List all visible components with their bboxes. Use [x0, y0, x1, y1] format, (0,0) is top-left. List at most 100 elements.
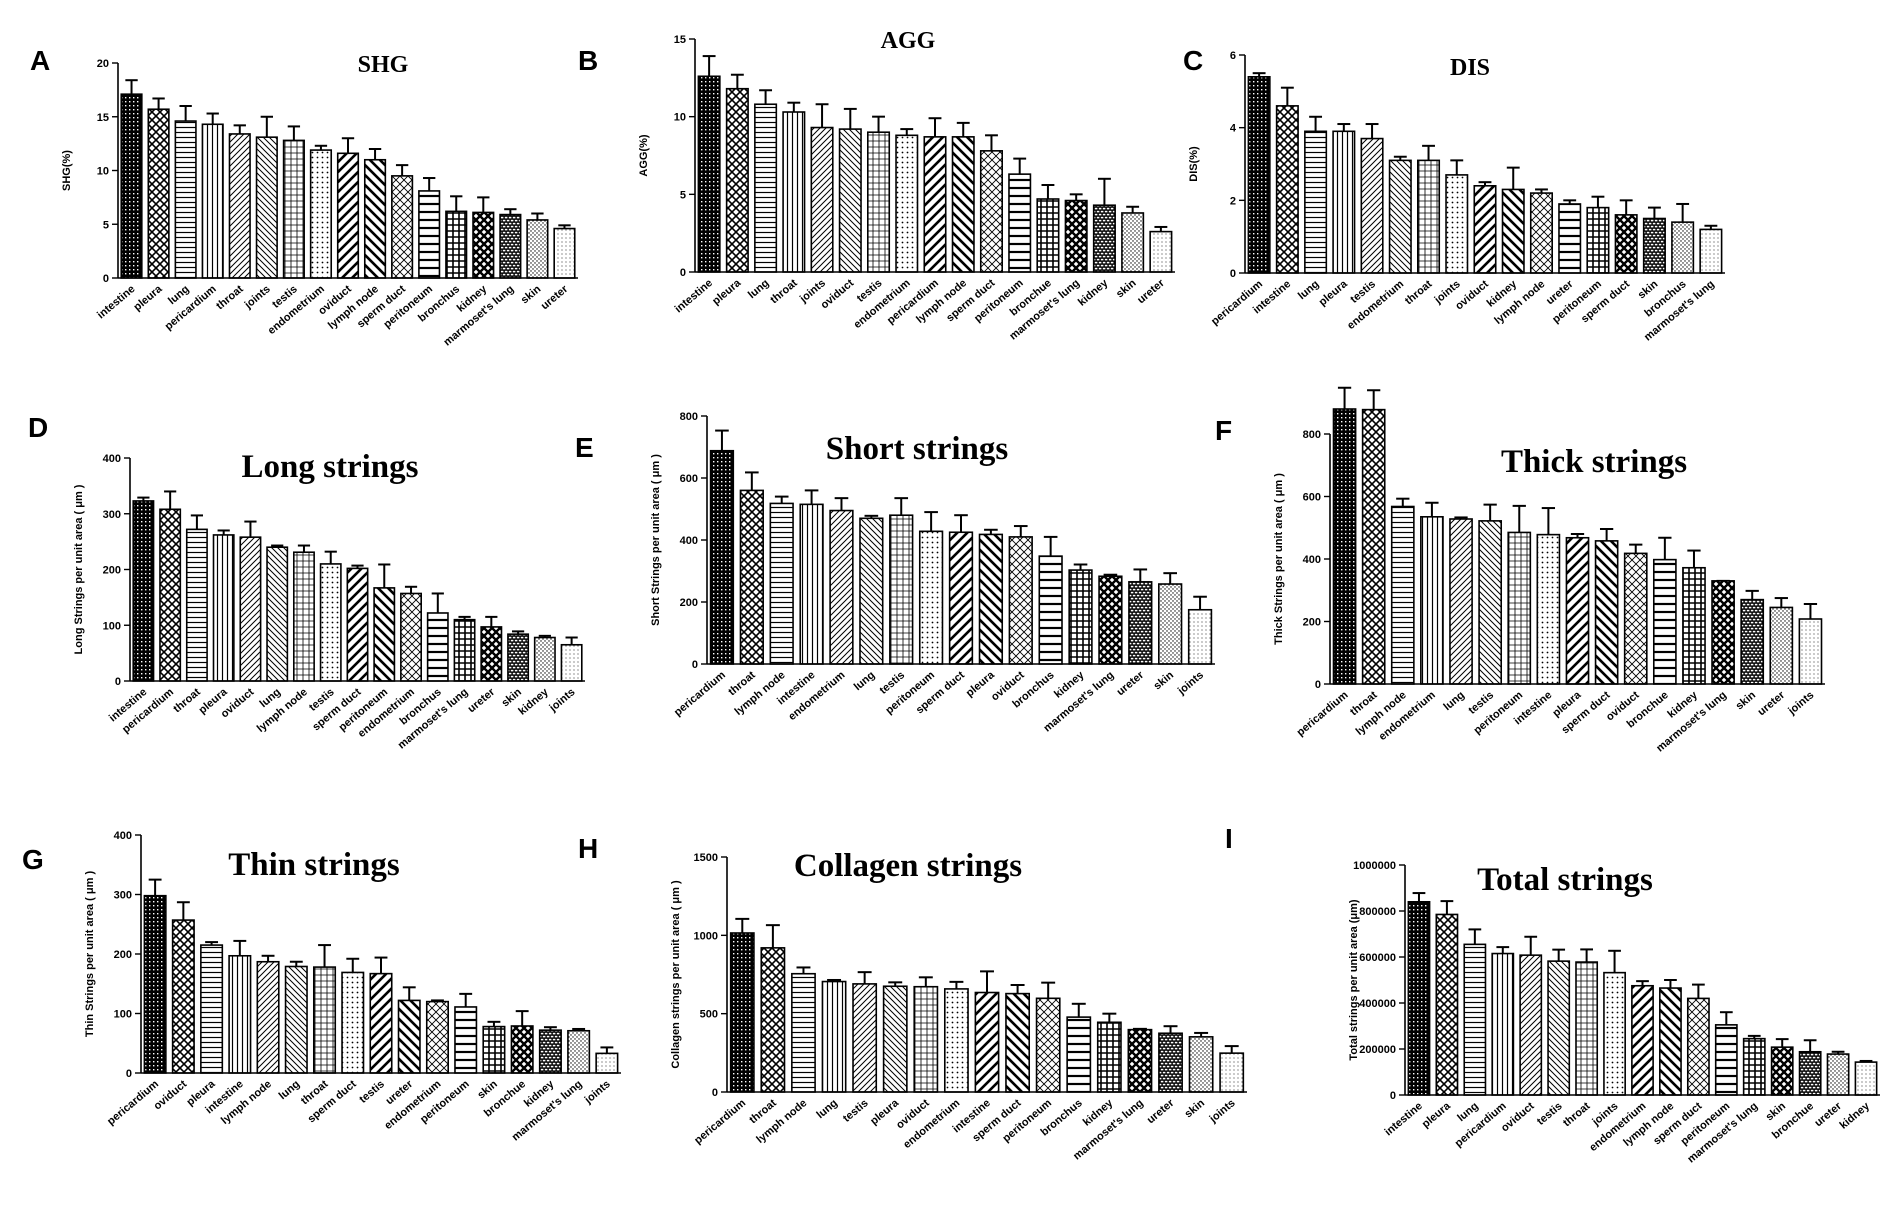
panel-letter: A	[30, 45, 50, 76]
bar-pleura	[147, 108, 170, 279]
bar-throat	[760, 947, 786, 1093]
y-axis-label: DIS(%)	[1188, 146, 1200, 182]
y-tick-label: 5	[103, 219, 109, 231]
bar-lung	[821, 980, 847, 1093]
bar-ureter	[1128, 581, 1153, 665]
bar-joints	[1798, 618, 1823, 685]
x-category-label: ureter	[1135, 277, 1167, 307]
bar-kidney	[1092, 204, 1116, 273]
y-tick-label: 400	[114, 830, 132, 842]
bar-testis	[1547, 960, 1571, 1096]
y-tick-label: 800	[680, 411, 698, 423]
y-tick-label: 100	[114, 1009, 132, 1021]
y-axis-label: Short Strings per unit area ( μm )	[650, 454, 662, 626]
bar-intestine	[697, 75, 721, 273]
bar-kidney	[1682, 566, 1706, 685]
bar-testis	[369, 972, 393, 1074]
bar-intestine	[974, 991, 1000, 1093]
x-category-label: intestine	[95, 283, 137, 321]
x-category-label: ureter	[1145, 1097, 1177, 1127]
bar-bronchus	[1038, 555, 1063, 665]
bar-marmoset-s-lung	[1699, 228, 1723, 274]
bar-peritoneum	[418, 190, 441, 279]
y-axis-label: Thin Strings per unit area ( μm )	[84, 871, 96, 1038]
x-category-label: testis	[357, 1078, 387, 1106]
y-tick-label: 1000	[694, 930, 718, 942]
bar-lung	[174, 120, 197, 279]
bar-skin	[1158, 583, 1183, 665]
bar-endometrium	[943, 988, 969, 1093]
bar-lung	[266, 546, 289, 682]
x-category-label: throat	[1403, 278, 1435, 307]
bar-peritoneum	[918, 530, 944, 665]
bar-skin	[1121, 212, 1145, 273]
bar-intestine	[799, 503, 824, 665]
bar-pericardium	[143, 894, 167, 1074]
x-category-label: lung	[814, 1097, 840, 1121]
bar-oviduct	[913, 985, 939, 1093]
x-category-label: kidney	[1838, 1100, 1873, 1132]
x-category-label: ureter	[1115, 669, 1147, 699]
bar-pleura	[978, 533, 1004, 665]
bar-sperm-duct	[1614, 214, 1638, 274]
bar-oviduct	[1473, 185, 1497, 274]
bar-pericardium	[1491, 952, 1515, 1096]
bar-pleura	[882, 985, 908, 1093]
bar-peritoneum	[373, 587, 396, 682]
y-tick-label: 10	[97, 166, 109, 178]
bar-lymph-node	[1529, 192, 1554, 274]
panel-letter: B	[578, 45, 598, 76]
x-category-label: joints	[582, 1078, 613, 1107]
bar-kidney	[472, 211, 495, 279]
bar-sperm-duct	[979, 150, 1003, 273]
y-tick-label: 800	[1303, 429, 1321, 441]
bar-pleura	[1435, 913, 1459, 1096]
chart-panel-e: E Short strings 0 200 400 600 800 Short Strings…	[575, 411, 1215, 735]
x-category-label: pericardium	[1295, 689, 1351, 739]
y-axis-label: SHG(%)	[61, 150, 73, 191]
chart-title: Short strings	[826, 431, 1009, 467]
chart-panel-f: F Thick strings 0 200 400 600 800 Thick Strings…	[1215, 386, 1825, 755]
bar-marmoset-s-lung	[1064, 199, 1088, 273]
bar-throat	[228, 133, 251, 279]
chart-title: Long strings	[242, 449, 419, 485]
bar-peritoneum	[1586, 206, 1610, 274]
chart-title: Thin strings	[228, 847, 400, 883]
y-tick-label: 400	[103, 453, 121, 465]
y-tick-label: 200	[103, 565, 121, 577]
y-tick-label: 300	[114, 890, 132, 902]
bar-endometrium	[425, 1000, 450, 1074]
bar-pleura	[212, 534, 235, 682]
bar-bronchue	[510, 1025, 534, 1074]
panel-letter: G	[22, 844, 44, 875]
bar-throat	[1417, 159, 1441, 274]
bar-ureter	[480, 626, 503, 682]
x-category-label: pleura	[1317, 278, 1351, 309]
bar-lung	[284, 965, 308, 1074]
bar-sperm-duct	[1594, 540, 1619, 685]
bar-sperm-duct	[948, 531, 974, 665]
bar-endometrium	[1420, 516, 1444, 685]
chart-title: AGG	[881, 28, 936, 54]
bar-pericardium	[709, 449, 735, 665]
bar-bronchue	[1036, 198, 1060, 273]
x-category-label: ureter	[466, 686, 498, 716]
bar-marmoset-s-lung	[453, 618, 476, 682]
x-category-label: ureter	[539, 283, 571, 313]
x-category-label: lung	[852, 669, 878, 693]
y-axis-label: Total strings per unit area (μm)	[1348, 899, 1360, 1060]
bar-kidney	[1068, 569, 1093, 665]
y-tick-label: 800000	[1359, 906, 1396, 918]
y-tick-label: 0	[1230, 268, 1236, 280]
bar-peritoneum	[1714, 1024, 1738, 1096]
bar-intestine	[132, 500, 155, 682]
bar-endometrium	[1631, 984, 1654, 1096]
bar-oviduct	[838, 128, 862, 273]
bar-throat	[1361, 408, 1386, 685]
x-category-label: pleura	[710, 277, 744, 308]
chart-title: Thick strings	[1501, 444, 1687, 480]
bar-skin	[507, 633, 530, 682]
